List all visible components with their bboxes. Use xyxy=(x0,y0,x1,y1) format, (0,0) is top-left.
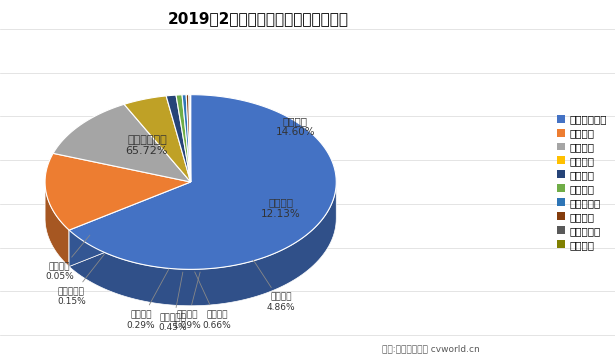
Polygon shape xyxy=(176,95,191,182)
Text: 北汽制造厂
0.45%: 北汽制造厂 0.45% xyxy=(159,272,188,332)
Text: 2019年2月微型客车市场前十企业份额: 2019年2月微型客车市场前十企业份额 xyxy=(168,11,349,26)
Text: 奇瑞汽车
0.29%: 奇瑞汽车 0.29% xyxy=(127,269,169,329)
Text: 福田汽车
0.66%: 福田汽车 0.66% xyxy=(195,272,231,329)
Polygon shape xyxy=(69,182,191,266)
Polygon shape xyxy=(45,153,191,230)
Text: 一汽集团
1.09%: 一汽集团 1.09% xyxy=(173,272,202,329)
Polygon shape xyxy=(189,95,191,182)
Polygon shape xyxy=(53,104,191,182)
Polygon shape xyxy=(124,96,191,182)
Polygon shape xyxy=(45,183,69,266)
Text: 金杯汽车
14.60%: 金杯汽车 14.60% xyxy=(276,116,315,138)
Polygon shape xyxy=(69,182,191,266)
Text: 重庆长安
4.86%: 重庆长安 4.86% xyxy=(253,260,295,312)
Text: 制图:第一商用车网 cvworld.cn: 制图:第一商用车网 cvworld.cn xyxy=(382,344,479,353)
Polygon shape xyxy=(69,182,336,306)
Legend: 上汽通用五菱, 金杯汽车, 东风集团, 重庆长安, 一汽集团, 福田汽车, 北汽制造厂, 奇瑞汽车, 新龙马汽车, 成功汽车: 上汽通用五菱, 金杯汽车, 东风集团, 重庆长安, 一汽集团, 福田汽车, 北汽… xyxy=(557,114,607,250)
Text: 成功汽车
0.05%: 成功汽车 0.05% xyxy=(46,235,90,281)
Text: 东风集团
12.13%: 东风集团 12.13% xyxy=(261,197,301,219)
Polygon shape xyxy=(182,95,191,182)
Text: 上汽通用五菱
65.72%: 上汽通用五菱 65.72% xyxy=(125,135,169,157)
Polygon shape xyxy=(69,95,336,269)
Polygon shape xyxy=(186,95,191,182)
Text: 新龙马汽车
0.15%: 新龙马汽车 0.15% xyxy=(57,254,105,306)
Polygon shape xyxy=(166,95,191,182)
